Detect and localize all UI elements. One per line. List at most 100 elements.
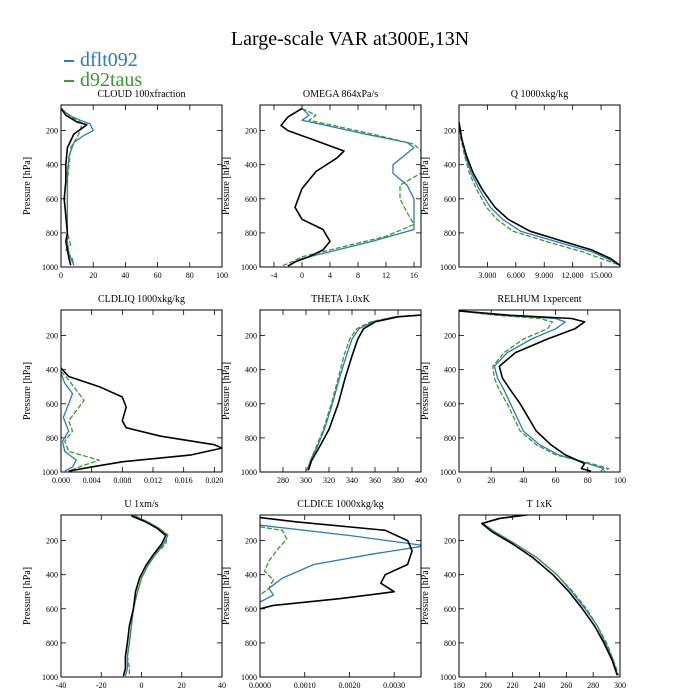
panel-3: CLDLIQ 1000xkg/kg Pressure [hPa] 200 400 600…	[22, 294, 223, 485]
y-tick-label: 800	[46, 434, 58, 443]
x-tick-label: 40	[121, 271, 129, 280]
x-tick-label: 80	[186, 271, 194, 280]
series-line-dflt092	[61, 107, 94, 266]
y-tick-label: 400	[245, 571, 257, 580]
y-tick-label: 1000	[241, 468, 257, 477]
x-tick-label: 20	[89, 271, 97, 280]
panel-title: U 1xm/s	[124, 499, 158, 510]
panel-7: CLDICE 1000xkg/kg Pressure [hPa] 200 400 600…	[221, 499, 422, 690]
y-tick-label: 800	[46, 229, 58, 238]
x-tick-label: 16	[410, 271, 418, 280]
x-tick-label: 400	[415, 476, 427, 485]
series-line-control	[459, 310, 592, 472]
plot-frame	[259, 309, 422, 473]
series-line-dflt092	[306, 314, 421, 471]
x-tick-label: 40	[519, 476, 527, 485]
y-tick-label: 200	[46, 332, 58, 341]
y-axis-label: Pressure [hPa]	[22, 567, 33, 625]
y-axis-label: Pressure [hPa]	[420, 567, 431, 625]
x-tick-label: 280	[277, 476, 289, 485]
plot-frame	[458, 104, 621, 268]
x-tick-label: 320	[323, 476, 335, 485]
series-line-d92taus	[482, 515, 620, 676]
series-line-control	[260, 516, 413, 610]
x-tick-label: 15.000	[590, 271, 612, 280]
panel-4: THETA 1.0xK Pressure [hPa] 200 400 600 800 100…	[221, 294, 427, 485]
x-tick-label: 200	[480, 681, 492, 690]
y-tick-label: 800	[245, 229, 257, 238]
x-tick-label: 0.0010	[294, 681, 316, 690]
y-tick-label: 400	[444, 571, 456, 580]
x-tick-label: 12.000	[562, 271, 584, 280]
y-tick-label: 200	[444, 537, 456, 546]
y-tick-label: 600	[46, 400, 58, 409]
x-tick-label: 0.012	[144, 476, 162, 485]
panel-title: CLDICE 1000xkg/kg	[297, 499, 383, 510]
x-tick-label: 0.0030	[383, 681, 405, 690]
x-tick-label: 340	[346, 476, 358, 485]
y-tick-label: 200	[245, 127, 257, 136]
plot-frame	[259, 514, 422, 678]
y-axis-label: Pressure [hPa]	[22, 157, 33, 215]
y-tick-label: 200	[46, 537, 58, 546]
x-tick-label: 3.000	[478, 271, 496, 280]
plot-frame	[259, 104, 422, 268]
x-tick-label: 300	[300, 476, 312, 485]
y-tick-label: 200	[444, 127, 456, 136]
x-tick-label: 0.008	[113, 476, 131, 485]
x-tick-label: 60	[552, 476, 560, 485]
y-tick-label: 200	[245, 537, 257, 546]
x-tick-label: 12	[382, 271, 390, 280]
x-tick-label: 20	[487, 476, 495, 485]
y-tick-label: 1000	[440, 468, 456, 477]
y-tick-label: 1000	[241, 673, 257, 682]
series-line-d92taus	[306, 314, 421, 471]
panel-1: OMEGA 864xPa/s Pressure [hPa] 200 400 600 800…	[221, 89, 422, 280]
series-line-dflt092	[287, 107, 415, 267]
y-tick-label: 1000	[42, 468, 58, 477]
legend-entry-dflt092: dflt092	[64, 50, 138, 70]
x-tick-label: 100	[216, 271, 228, 280]
x-tick-label: 220	[507, 681, 519, 690]
legend-entry-d92taus: d92taus	[64, 70, 142, 90]
y-tick-label: 600	[46, 605, 58, 614]
series-line-d92taus	[61, 370, 100, 472]
x-tick-label: 380	[392, 476, 404, 485]
y-tick-label: 800	[245, 434, 257, 443]
legend-label-d92taus: d92taus	[80, 69, 143, 91]
y-tick-label: 400	[46, 161, 58, 170]
y-tick-label: 600	[46, 195, 58, 204]
series-line-control	[280, 107, 345, 267]
y-tick-label: 800	[444, 229, 456, 238]
series-line-d92taus	[459, 122, 620, 266]
series-line-dflt092	[61, 372, 77, 472]
plot-frame	[458, 309, 621, 473]
legend-swatch-dflt092	[64, 60, 74, 63]
y-tick-label: 800	[444, 434, 456, 443]
y-tick-label: 400	[46, 571, 58, 580]
y-tick-label: 400	[245, 161, 257, 170]
x-tick-label: 0.016	[175, 476, 193, 485]
y-axis-label: Pressure [hPa]	[221, 567, 232, 625]
x-tick-label: 60	[154, 271, 162, 280]
panel-title: THETA 1.0xK	[311, 294, 370, 305]
y-tick-label: 200	[444, 332, 456, 341]
y-axis-label: Pressure [hPa]	[420, 362, 431, 420]
series-line-dflt092	[124, 515, 169, 677]
series-line-d92taus	[459, 310, 610, 472]
x-tick-label: 180	[453, 681, 465, 690]
series-line-control	[481, 515, 619, 676]
x-tick-label: 0.000	[52, 476, 70, 485]
y-tick-label: 1000	[440, 263, 456, 272]
y-tick-label: 1000	[440, 673, 456, 682]
x-tick-label: 8	[356, 271, 360, 280]
y-tick-label: 600	[444, 605, 456, 614]
x-tick-label: -40	[56, 681, 67, 690]
legend-swatch-d92taus	[64, 80, 74, 83]
series-line-d92taus	[126, 515, 169, 677]
y-tick-label: 600	[444, 195, 456, 204]
y-tick-label: 600	[245, 195, 257, 204]
y-tick-label: 200	[245, 332, 257, 341]
